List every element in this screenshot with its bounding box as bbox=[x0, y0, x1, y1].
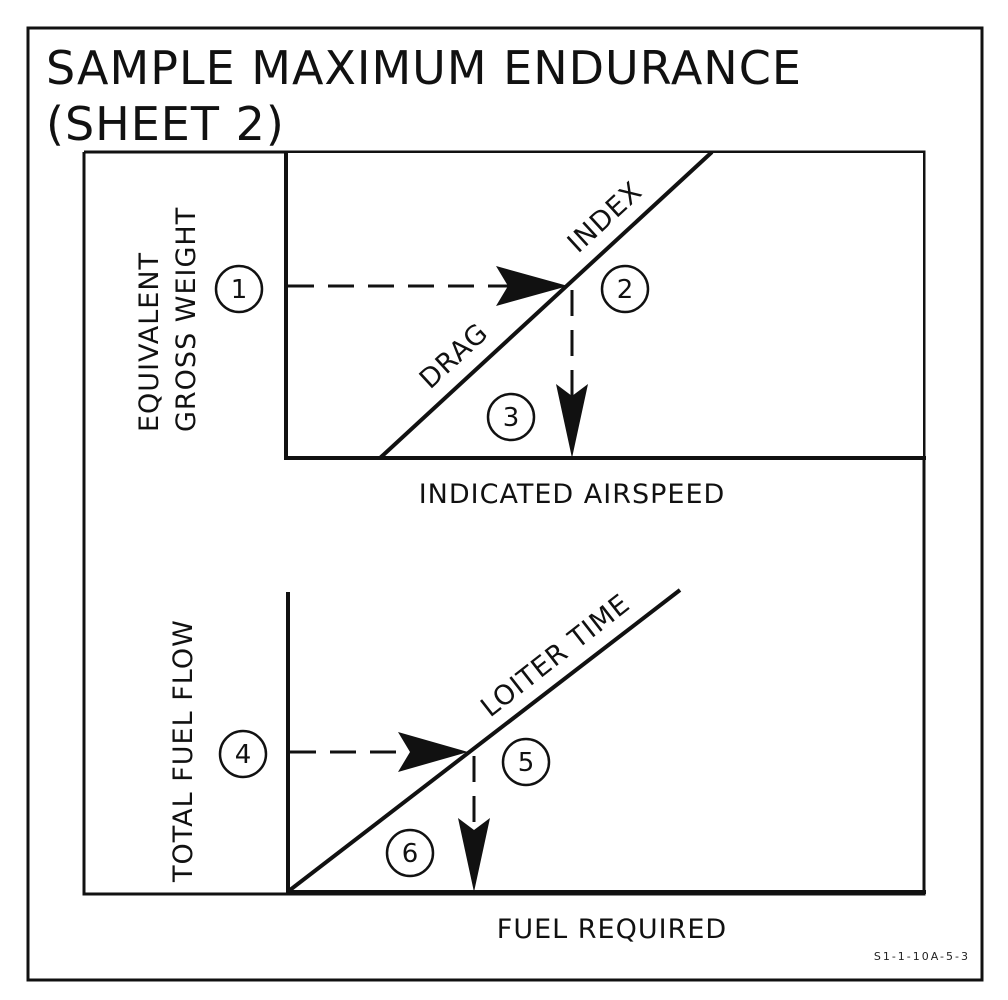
figure-code: S1-1-10A-5-3 bbox=[874, 950, 970, 963]
upper-x-axis-label: INDICATED AIRSPEED bbox=[419, 479, 726, 510]
upper-y-axis-label-2: GROSS WEIGHT bbox=[171, 207, 202, 432]
lower-x-axis-label: FUEL REQUIRED bbox=[497, 914, 727, 945]
upper-y-axis-label-1: EQUIVALENT bbox=[134, 252, 165, 432]
step-6-circle bbox=[385, 828, 435, 878]
lower-y-axis-label: TOTAL FUEL FLOW bbox=[168, 619, 199, 883]
upper-chart: 1 2 3 DRAG INDEX EQUIVALENT GROSS WEIGHT… bbox=[134, 150, 926, 510]
step-6-label: 6 bbox=[402, 839, 419, 869]
step-4-label: 4 bbox=[235, 740, 252, 770]
step-4-circle bbox=[218, 729, 268, 779]
step-1-label: 1 bbox=[231, 275, 248, 305]
title-line-1: SAMPLE MAXIMUM ENDURANCE bbox=[46, 41, 802, 95]
step-3-label: 3 bbox=[503, 403, 520, 433]
upper-arrow-down bbox=[556, 384, 588, 458]
upper-plot-area bbox=[285, 151, 925, 459]
step-2-label: 2 bbox=[617, 275, 634, 305]
title-line-2: (SHEET 2) bbox=[46, 97, 285, 151]
step-3-circle bbox=[486, 392, 536, 442]
upper-arrow-right bbox=[496, 266, 568, 306]
loiter-time-line bbox=[288, 588, 682, 892]
outer-frame bbox=[26, 26, 984, 982]
lower-arrow-down bbox=[458, 818, 490, 892]
drag-index-line bbox=[378, 150, 714, 460]
lower-chart: 4 5 6 LOITER TIME TOTAL FUEL FLOW FUEL R… bbox=[168, 588, 926, 945]
loiter-time-label: LOITER TIME bbox=[475, 588, 636, 723]
step-1-circle bbox=[214, 264, 264, 314]
step-5-circle bbox=[501, 737, 551, 787]
step-5-label: 5 bbox=[518, 748, 535, 778]
step-2-circle bbox=[600, 264, 650, 314]
lower-arrow-right bbox=[398, 732, 468, 772]
